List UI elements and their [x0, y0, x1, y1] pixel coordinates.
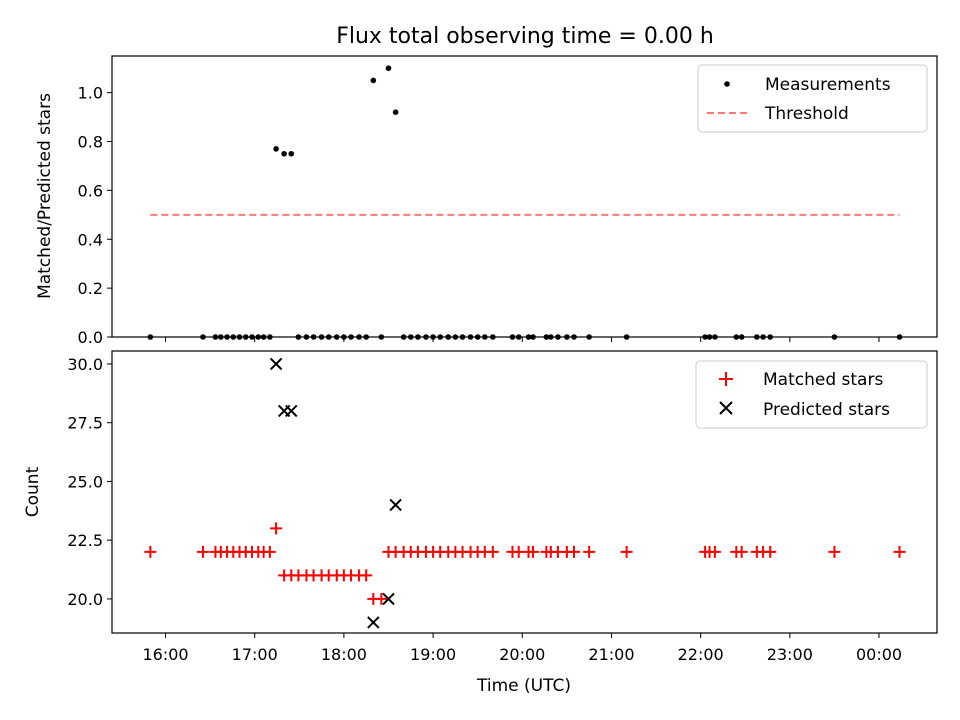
bottom-y-axis-label: Count: [23, 466, 43, 517]
matched-star-point: [708, 545, 721, 558]
legend-measurements-label: Measurements: [765, 75, 891, 95]
matched-star-point: [828, 545, 841, 558]
top-panel: Flux total observing time = 0.00 h 0.00.…: [35, 24, 938, 347]
top-y-tick-label: 0.2: [78, 279, 103, 298]
x-tick-label: 00:00: [856, 645, 902, 664]
matched-star-point: [568, 545, 580, 558]
bottom-y-tick-label: 25.0: [67, 472, 103, 491]
measurement-point: [273, 146, 279, 152]
predicted-star-point: [367, 616, 380, 629]
matched-star-point: [620, 545, 633, 558]
bottom-y-tick-label: 22.5: [67, 531, 103, 550]
legend-measurements-marker: [724, 81, 730, 87]
bottom-legend-box: [695, 360, 928, 429]
matched-star-point: [144, 545, 157, 558]
matched-star-point: [486, 545, 499, 558]
matched-star-point: [764, 545, 777, 558]
top-y-axis: 0.0 0.2 0.4 0.6 0.8 1.0: [78, 84, 112, 347]
top-y-tick-label: 0.0: [78, 328, 103, 347]
top-y-tick-label: 0.4: [78, 230, 103, 249]
x-tick-label: 18:00: [321, 645, 367, 664]
measurement-point: [392, 109, 399, 115]
top-x-ticks: [165, 337, 880, 342]
measurement-point: [385, 65, 392, 72]
bottom-x-axis: 16:00 17:00 18:00 19:00 20:00 21:00 22:00 23:00…: [142, 633, 902, 664]
measurement-point: [281, 150, 287, 157]
matched-star-point: [196, 545, 209, 558]
matched-star-point: [583, 545, 596, 558]
bottom-marks: [144, 357, 906, 629]
bottom-y-tick-label: 20.0: [67, 590, 103, 609]
top-y-axis-label: Matched/Predicted stars: [35, 93, 55, 299]
bottom-panel: 20.0 22.5 25.0 27.5 30.0 16:00 17:00 18:00 19:0…: [23, 350, 938, 696]
matched-star-point: [526, 545, 539, 558]
bottom-y-tick-label: 27.5: [67, 414, 103, 433]
legend-predicted-label: Predicted stars: [763, 400, 890, 420]
legend-predicted-marker: [719, 401, 733, 415]
legend-threshold-label: Threshold: [764, 104, 849, 124]
predicted-star-point: [389, 498, 402, 512]
top-y-tick-label: 0.6: [78, 181, 103, 200]
x-tick-label: 21:00: [588, 645, 634, 664]
matched-star-point: [263, 545, 276, 558]
matched-star-point: [360, 569, 373, 582]
top-legend-box: [697, 64, 928, 133]
x-tick-label: 17:00: [232, 645, 278, 664]
top-y-tick-label: 1.0: [78, 84, 103, 103]
bottom-plot-frame: [111, 350, 938, 634]
measurement-point: [370, 77, 377, 84]
x-tick-label: 22:00: [678, 645, 724, 664]
top-plot-frame: [111, 55, 938, 338]
matched-star-point: [375, 592, 388, 605]
x-tick-label: 16:00: [142, 645, 188, 664]
bottom-legend: Matched stars Predicted stars: [695, 360, 928, 429]
x-tick-label: 19:00: [410, 645, 456, 664]
top-legend: Measurements Threshold: [697, 64, 928, 133]
x-tick-label: 23:00: [767, 645, 813, 664]
predicted-star-point: [269, 357, 283, 371]
predicted-star-point: [285, 404, 298, 418]
top-y-tick-label: 0.8: [78, 133, 103, 152]
bottom-y-axis: 20.0 22.5 25.0 27.5 30.0: [67, 355, 112, 609]
x-tick-label: 20:00: [499, 645, 545, 664]
matched-star-point: [893, 545, 906, 558]
x-axis-label: Time (UTC): [476, 676, 571, 696]
matched-star-point: [735, 545, 748, 558]
predicted-star-point: [382, 592, 395, 606]
bottom-y-tick-label: 30.0: [67, 355, 103, 374]
legend-matched-label: Matched stars: [763, 370, 883, 390]
matched-star-point: [270, 522, 283, 535]
legend-matched-marker: [719, 372, 733, 386]
chart-title: Flux total observing time = 0.00 h: [336, 24, 714, 49]
measurement-point: [288, 150, 295, 157]
